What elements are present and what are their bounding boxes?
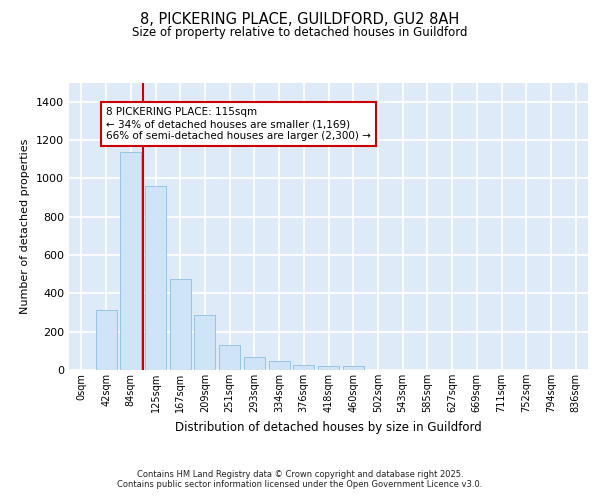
Bar: [95, 310, 116, 370]
Bar: [194, 316, 215, 370]
X-axis label: Distribution of detached houses by size in Guildford: Distribution of detached houses by size …: [175, 420, 482, 434]
Bar: [145, 186, 166, 370]
Bar: [318, 366, 339, 370]
Bar: [343, 366, 364, 370]
Bar: [219, 345, 240, 370]
Text: 8, PICKERING PLACE, GUILDFORD, GU2 8AH: 8, PICKERING PLACE, GUILDFORD, GU2 8AH: [140, 12, 460, 28]
Text: 8 PICKERING PLACE: 115sqm
← 34% of detached houses are smaller (1,169)
66% of se: 8 PICKERING PLACE: 115sqm ← 34% of detac…: [106, 108, 371, 140]
Text: Size of property relative to detached houses in Guildford: Size of property relative to detached ho…: [132, 26, 468, 39]
Bar: [269, 362, 290, 370]
Bar: [244, 356, 265, 370]
Bar: [120, 152, 141, 370]
Bar: [170, 279, 191, 370]
Bar: [293, 365, 314, 370]
Text: Contains HM Land Registry data © Crown copyright and database right 2025.
Contai: Contains HM Land Registry data © Crown c…: [118, 470, 482, 489]
Y-axis label: Number of detached properties: Number of detached properties: [20, 138, 31, 314]
